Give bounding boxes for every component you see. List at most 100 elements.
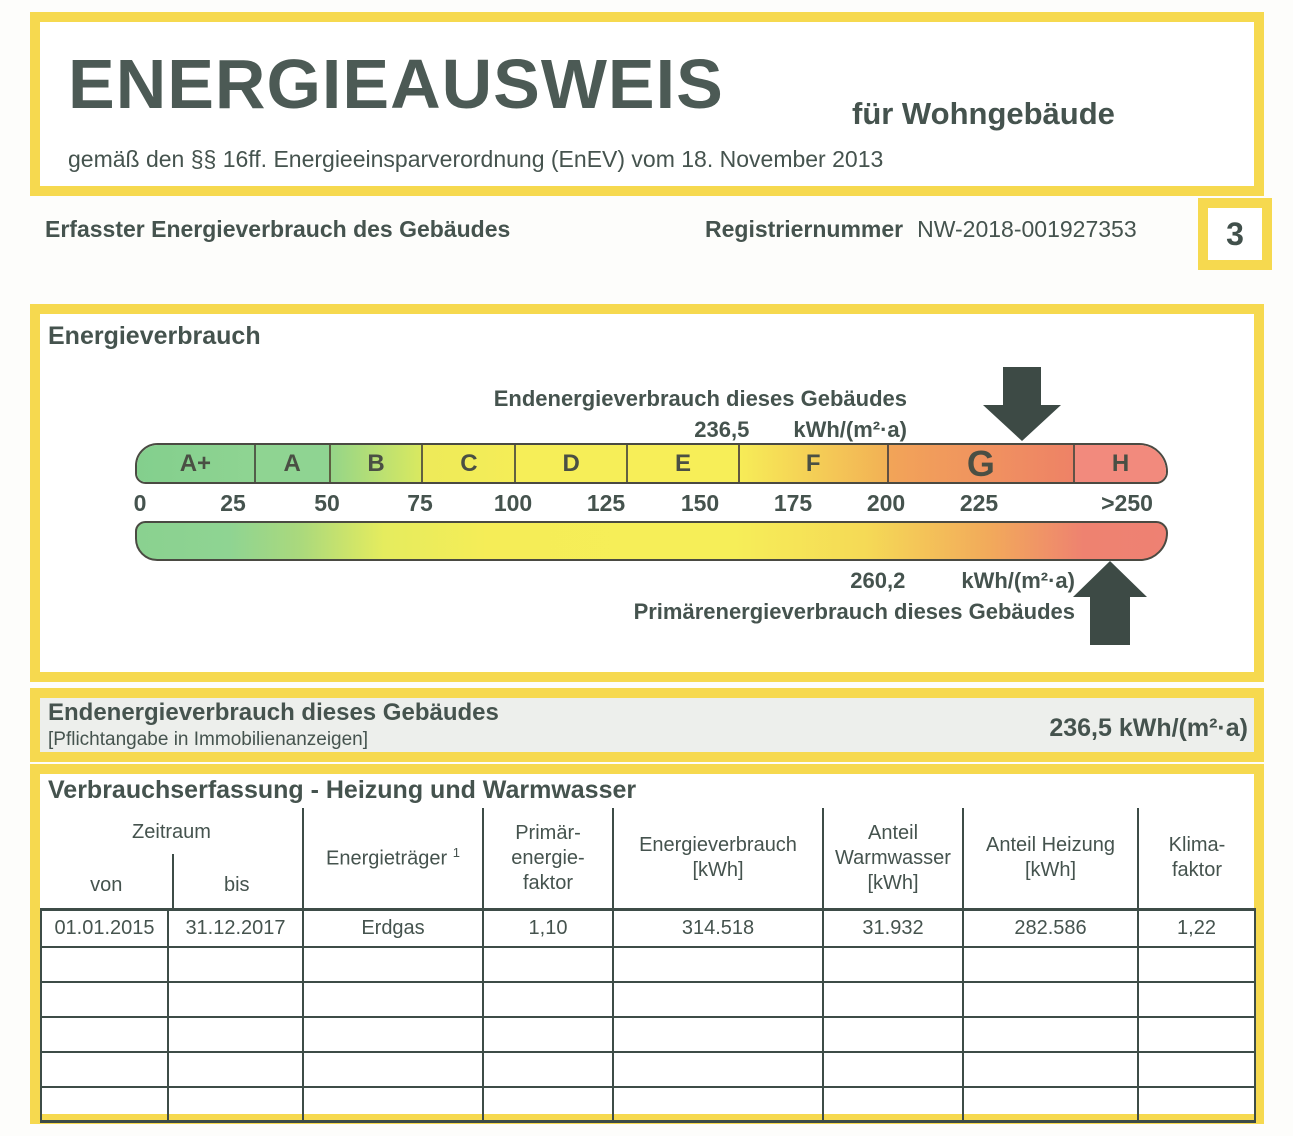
table-row [40,1015,1256,1053]
header-primaerfaktor: Primär- energie- faktor [482,808,613,911]
class-segment-aplus: A+ [137,445,254,482]
cell-anteil-warmwasser: 31.932 [822,908,964,948]
primary-energy-annotation: 260,2 kWh/(m²·a) Primärenergieverbrauch d… [634,568,1075,625]
cell [482,1015,614,1053]
end-energy-annotation: Endenergieverbrauch dieses Gebäudes 236,… [494,386,907,443]
table-row [40,1050,1256,1088]
cell [167,980,304,1018]
primary-energy-value-line: 260,2 kWh/(m²·a) [634,568,1075,594]
consumption-box: Energieverbrauch Endenergieverbrauch die… [30,304,1264,682]
energietraeger-label: Energieträger [326,847,448,870]
end-energy-bar: Endenergieverbrauch dieses Gebäudes [Pfl… [30,688,1264,762]
end-energy-arrow-icon [983,367,1061,441]
table-title: Verbrauchserfassung - Heizung und Warmwa… [48,776,637,804]
cell [1137,945,1256,983]
consumption-table: Zeitraum von bis Energieträger 1 Primär-… [40,808,1256,1123]
class-segment-c: C [421,445,515,482]
class-segment-h: H [1073,445,1166,482]
cell [1137,1050,1256,1088]
scale-tick: 200 [866,490,906,516]
table-row [40,945,1256,983]
class-segment-d: D [514,445,627,482]
zeitraum-divider [171,854,174,908]
cell [1137,980,1256,1018]
header-box: ENERGIEAUSWEIS für Wohngebäude gemäß den… [30,12,1264,196]
header-bis: bis [223,874,250,896]
cell [40,1015,169,1053]
header-anteil-warmwasser: Anteil Warmwasser [kWh] [822,808,963,911]
cell [167,1015,304,1053]
cell-von: 01.01.2015 [40,908,169,948]
page-title: ENERGIEAUSWEIS [68,45,724,123]
class-segment-a: A [253,445,329,482]
cell-energietraeger: Erdgas [302,908,484,948]
cell [302,945,484,983]
cell-energieverbrauch: 314.518 [612,908,824,948]
cell [612,1015,824,1053]
table-row [40,1085,1256,1123]
cell [822,1050,964,1088]
efficiency-class-band: A+ A B C D E F G H [135,443,1168,484]
cell [1137,1015,1256,1053]
end-energy-value-line: 236,5 kWh/(m²·a) [494,417,907,443]
cell-bis: 31.12.2017 [167,908,304,948]
primary-energy-value: 260,2 [850,568,906,593]
section-title: Erfasster Energieverbrauch des Gebäudes [45,216,511,242]
scale-tick-row: 0 25 50 75 100 125 150 175 200 225 >250 [133,490,1168,518]
end-energy-bar-value: 236,5 kWh/(m²·a) [1049,714,1248,742]
cell [1137,1085,1256,1123]
title-building-type: für Wohngebäude [852,96,1115,131]
class-label: E [674,449,691,477]
cell [482,945,614,983]
end-energy-label: Endenergieverbrauch dieses Gebäudes [493,386,907,411]
cell [482,1085,614,1123]
cell [482,980,614,1018]
end-energy-unit: kWh/(m²·a) [793,417,907,442]
scale-tick: >250 [1101,490,1153,516]
class-label: D [562,449,580,477]
page-number-box: 3 [1198,198,1272,270]
footnote-marker: 1 [452,844,460,860]
cell-anteil-heizung: 282.586 [962,908,1139,948]
consumption-title: Energieverbrauch [48,322,261,350]
registry-line: Registriernummer NW-2018-001927353 [705,216,1137,243]
class-label: A+ [179,449,212,477]
page-number: 3 [1226,215,1244,252]
scale-tick: 225 [959,490,999,516]
subheader-row: Erfasster Energieverbrauch des Gebäudes … [30,198,1272,272]
cell-primaerfaktor: 1,10 [482,908,614,948]
header-zeitraum: Zeitraum von bis [41,808,303,911]
header-klimafaktor: Klima- faktor [1137,808,1255,911]
cell [40,1085,169,1123]
cell [612,980,824,1018]
table-header-row: Zeitraum von bis Energieträger 1 Primär-… [41,808,1255,911]
scale-tick: 0 [133,490,147,516]
header-regulation-line: gemäß den §§ 16ff. Energieeinsparverordn… [68,146,884,172]
cell [612,1085,824,1123]
primary-energy-gradient-band [135,521,1168,561]
cell [822,1085,964,1123]
header-anteil-heizung: Anteil Heizung [kWh] [962,808,1138,911]
cell [167,1050,304,1088]
class-label: H [1111,449,1130,477]
scale-tick: 25 [220,490,246,516]
end-energy-bar-note: [Pflichtangabe in Immobilienanzeigen] [48,729,369,750]
table-row: 01.01.2015 31.12.2017 Erdgas 1,10 314.51… [40,908,1256,948]
cell [822,1015,964,1053]
primary-energy-label: Primärenergieverbrauch dieses Gebäudes [633,599,1075,624]
cell [482,1050,614,1088]
cell-klimafaktor: 1,22 [1137,908,1256,948]
end-energy-bar-title: Endenergieverbrauch dieses Gebäudes [48,699,499,726]
cell [612,1050,824,1088]
class-label: C [460,449,478,477]
cell [302,1085,484,1123]
end-energy-value: 236,5 [694,417,750,442]
cell [40,1050,169,1088]
scale-tick: 125 [586,490,626,516]
header-von: von [90,874,123,896]
class-segment-f: F [737,445,887,482]
primary-energy-arrow-icon [1073,561,1147,645]
class-segment-b: B [328,445,422,482]
class-label: F [805,449,821,477]
